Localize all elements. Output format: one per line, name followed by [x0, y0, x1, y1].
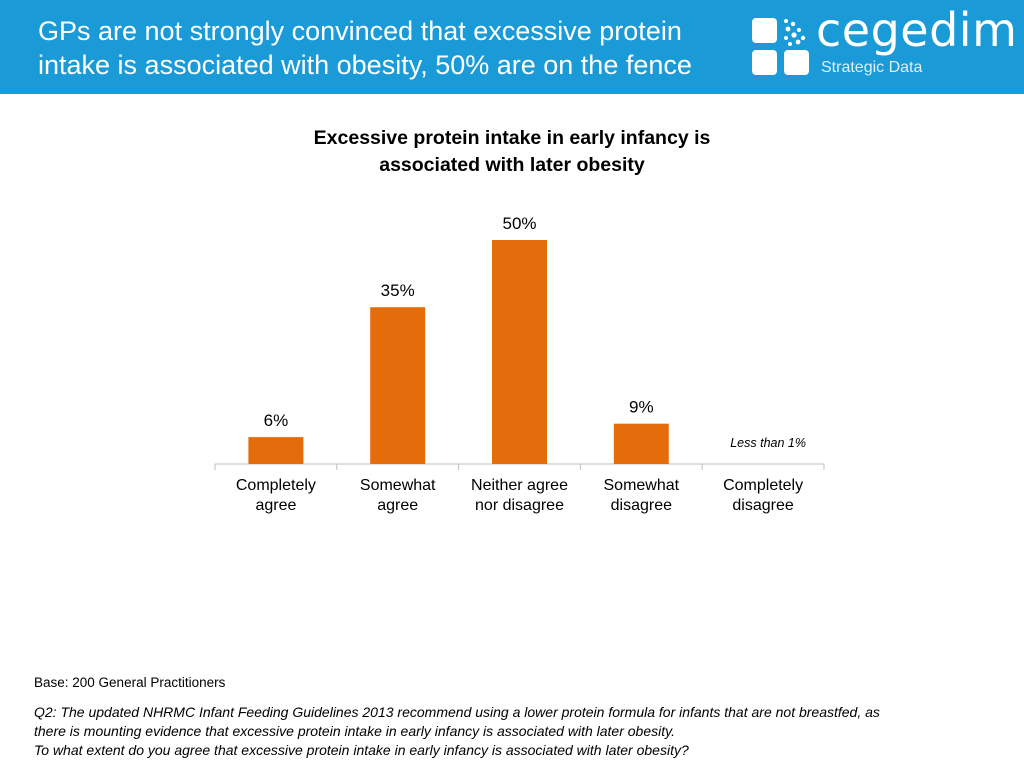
base-note: Base: 200 General Practitioners: [34, 675, 226, 690]
page-title-line-2: intake is associated with obesity, 50% a…: [38, 50, 692, 80]
page-title: GPs are not strongly convinced that exce…: [38, 14, 738, 82]
data-label: 35%: [381, 281, 415, 300]
x-tick-label: nor disagree: [475, 497, 564, 514]
cegedim-logo: cegedim Strategic Data: [752, 4, 1017, 86]
question-text: Q2: The updated NHRMC Infant Feeding Gui…: [34, 703, 1004, 760]
x-tick-label: Completely: [236, 477, 316, 494]
question-line-3: To what extent do you agree that excessi…: [34, 742, 689, 758]
x-tick-label: Neither agree: [471, 477, 568, 494]
chart-title-line-1: Excessive protein intake in early infanc…: [313, 127, 711, 149]
data-label: 6%: [264, 411, 289, 430]
bar: [370, 307, 426, 464]
x-tick-label: agree: [255, 497, 296, 514]
question-line-2: there is mounting evidence that excessiv…: [34, 723, 675, 739]
x-tick-label: Completely: [723, 477, 803, 494]
chart-title-line-2: associated with later obesity: [379, 154, 645, 176]
x-tick-label: agree: [377, 497, 418, 514]
logo-name: cegedim: [816, 3, 1018, 57]
bar: [613, 423, 669, 464]
x-tick-label: Somewhat: [360, 477, 436, 494]
header-banner: GPs are not strongly convinced that exce…: [0, 0, 1024, 94]
page-title-line-1: GPs are not strongly convinced that exce…: [38, 16, 682, 46]
data-label: Less than 1%: [730, 436, 806, 450]
cegedim-logo-icon: [752, 18, 809, 75]
x-tick-label: Somewhat: [604, 477, 680, 494]
data-label: 9%: [629, 398, 654, 417]
data-label: 50%: [502, 214, 536, 233]
bar-chart: 6% Completely agree 35% Somewhat agree 50% Neit…: [214, 214, 825, 514]
bar: [248, 437, 304, 464]
question-line-1: Q2: The updated NHRMC Infant Feeding Gui…: [34, 704, 880, 720]
chart-title: Excessive protein intake in early infanc…: [262, 125, 762, 179]
logo-subtitle: Strategic Data: [821, 59, 923, 76]
bar: [492, 240, 547, 464]
x-tick-label: disagree: [611, 497, 672, 514]
x-tick-label: disagree: [732, 497, 793, 514]
